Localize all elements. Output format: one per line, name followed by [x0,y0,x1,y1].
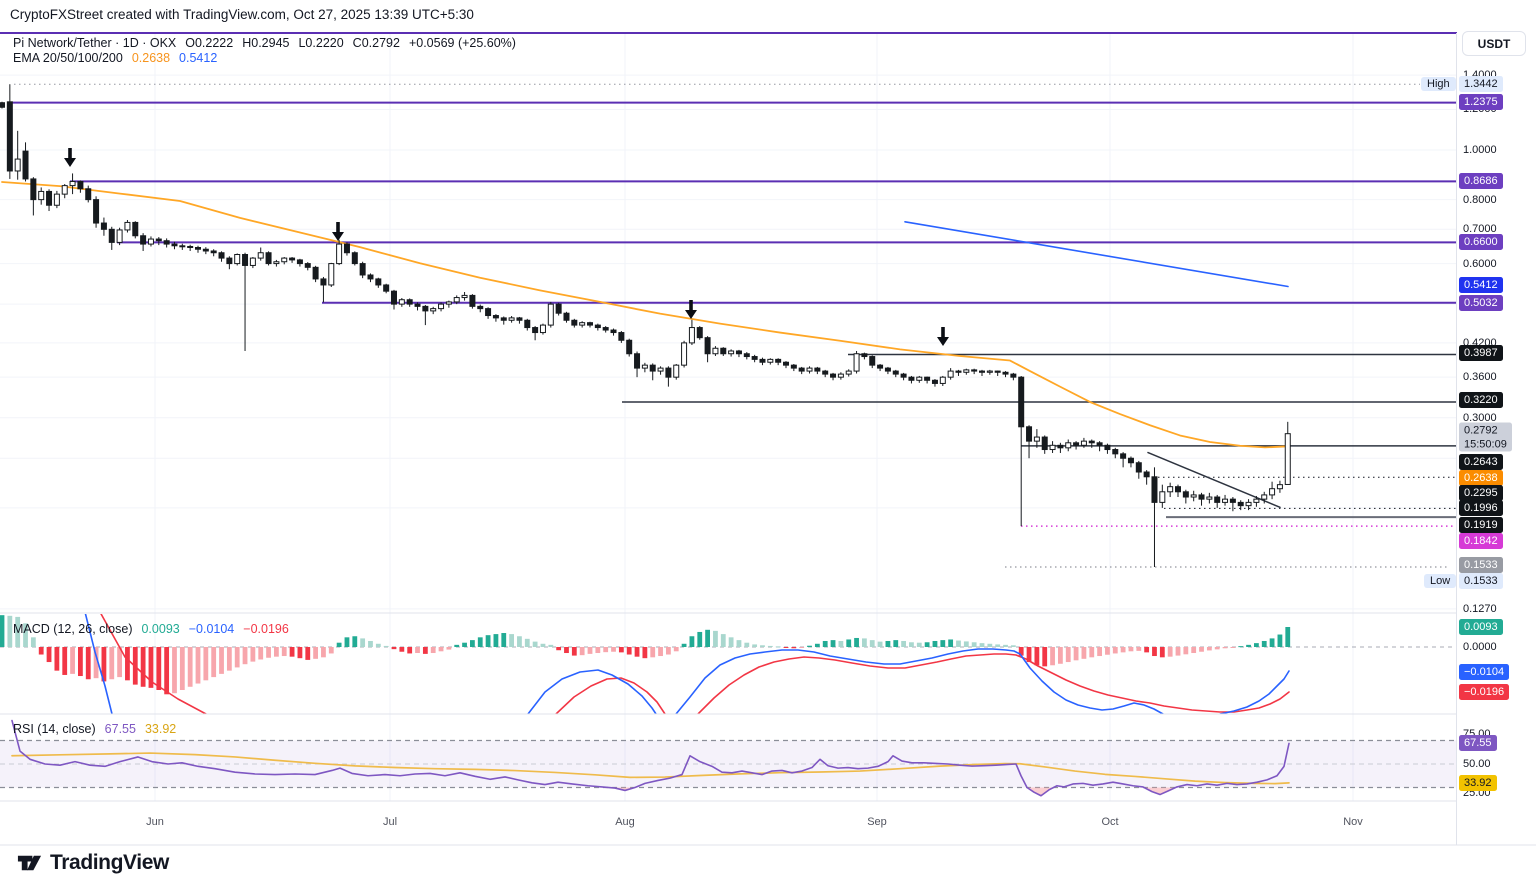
header-divider [0,32,1457,34]
tradingview-logo-icon [17,855,42,871]
price-axis-label: 0.6000 [1463,258,1497,270]
price-line-badge: −0.0104 [1459,664,1510,680]
ohlc-open: O0.2222 [185,36,234,50]
price-axis-label: 0.0000 [1463,641,1497,653]
macd-hist-value: 0.0093 [141,622,180,636]
gridlines [0,34,1456,801]
price-line-badge: 0.1533 [1459,573,1503,589]
price-axis-label: 0.8000 [1463,194,1497,206]
price-line-badge: 33.92 [1459,775,1497,791]
high-marker-chip: High [1421,77,1456,91]
price-pane [0,83,1456,568]
price-line-badge: 0.2638 [1459,470,1503,486]
price-line-badge: 1.2375 [1459,94,1503,110]
currency-toggle-button[interactable]: USDT [1462,31,1526,56]
tradingview-logo-text: TradingView [50,850,169,874]
ohlc-low: L0.2220 [298,36,344,50]
down-arrow-drawing[interactable] [332,222,345,241]
down-arrow-drawing[interactable] [937,327,949,346]
ema-value-20: 0.2638 [131,51,171,65]
current-price-badge: 0.2792 15:50:09 [1459,422,1512,452]
price-line-badge: 0.3987 [1459,345,1503,361]
time-axis-label: Jul [382,816,398,828]
price-line-badge: 0.1842 [1459,533,1503,549]
ema-title[interactable]: EMA 20/50/100/200 [13,51,123,65]
ohlc-change: +0.0569 (+25.60%) [408,36,516,50]
price-axis-label: 0.3600 [1463,371,1497,383]
ema-legend: EMA 20/50/100/200 0.2638 0.5412 [13,51,217,65]
price-line-badge: 0.1996 [1459,500,1503,516]
price-line-badge: 0.6600 [1459,234,1503,250]
price-axis-label: 0.3000 [1463,412,1497,424]
price-line-badge: 0.2295 [1459,485,1503,501]
credit-text: CryptoFXStreet created with TradingView.… [10,7,474,22]
countdown-timer: 15:50:09 [1464,438,1507,450]
down-arrow-drawing[interactable] [63,148,76,167]
down-arrow-drawing[interactable] [685,300,697,319]
time-axis-label: Sep [867,816,887,828]
macd-legend: MACD (12, 26, close) 0.0093 −0.0104 −0.0… [13,622,289,636]
time-axis-label: Nov [1343,816,1363,828]
rsi-pane [0,719,1456,797]
tradingview-logo[interactable]: TradingView [16,849,169,876]
rsi-value: 67.55 [104,722,136,736]
price-axis-label: 0.1270 [1463,603,1497,615]
time-axis-label: Jun [146,816,164,828]
ohlc-high: H0.2945 [242,36,290,50]
price-line-badge: 0.1533 [1459,557,1503,573]
candles-layer [0,84,1291,568]
symbol-title[interactable]: Pi Network/Tether · 1D · OKX [13,36,177,50]
ohlc-close: C0.2792 [352,36,400,50]
price-line-badge: 0.0093 [1459,619,1503,635]
price-line-badge: 0.5412 [1459,277,1503,293]
price-axis-label: 1.0000 [1463,144,1497,156]
price-axis-label: 50.00 [1463,758,1491,770]
macd-line-value: −0.0104 [188,622,235,636]
price-line-badge: 1.3442 [1459,76,1503,92]
macd-title[interactable]: MACD (12, 26, close) [13,622,133,636]
rsi-title[interactable]: RSI (14, close) [13,722,96,736]
macd-pane [0,614,1456,714]
rsi-legend: RSI (14, close) 67.55 33.92 [13,722,176,736]
symbol-legend: Pi Network/Tether · 1D · OKX O0.2222 H0.… [13,36,516,50]
ema-value-200: 0.5412 [179,51,218,65]
time-axis-label: Aug [615,816,635,828]
price-line-badge: 0.1919 [1459,517,1503,533]
price-line-badge: 0.8686 [1459,173,1503,189]
price-line-badge: 0.2643 [1459,454,1503,470]
macd-signal-value: −0.0196 [243,622,289,636]
rsi-ma-value: 33.92 [144,722,177,736]
price-line-badge: 0.3220 [1459,392,1503,408]
price-line-badge: 0.5032 [1459,295,1503,311]
low-marker-chip: Low [1424,574,1457,588]
time-axis-label: Oct [1101,816,1119,828]
price-line-badge: −0.0196 [1459,684,1510,700]
price-line-badge: 67.55 [1459,735,1497,751]
price-axis-label: 0.7000 [1463,223,1497,235]
